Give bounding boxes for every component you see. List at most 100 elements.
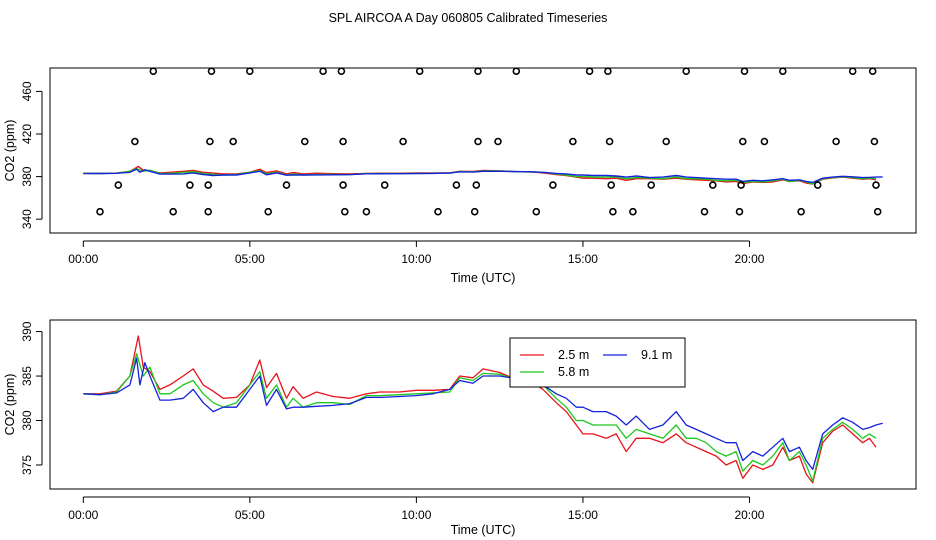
bottom-y-tick-label: 380	[20, 410, 34, 430]
top-data-point	[609, 207, 617, 216]
legend-label-2-5m: 2.5 m	[558, 348, 589, 362]
top-data-point	[474, 67, 482, 75]
top-data-point	[700, 207, 709, 216]
legend-label-5-8m: 5.8 m	[558, 365, 589, 379]
top-data-point	[708, 181, 717, 189]
bottom-x-tick-label: 10:00	[401, 508, 431, 522]
bottom-y-axis: 375 380 385 390	[20, 321, 43, 475]
top-data-point	[339, 137, 347, 146]
top-data-point	[662, 137, 671, 146]
top-data-point	[647, 181, 656, 189]
top-data-point	[797, 207, 805, 216]
top-data-point	[282, 181, 291, 189]
bottom-x-tick-label: 20:00	[734, 508, 764, 522]
bottom-x-tick-label: 15:00	[568, 508, 598, 522]
top-x-tick-label: 20:00	[734, 252, 764, 266]
top-data-point	[848, 67, 857, 75]
top-data-point	[585, 67, 594, 75]
legend-label-9-1m: 9.1 m	[641, 348, 672, 362]
top-data-point	[870, 137, 879, 146]
top-x-tick-label: 00:00	[68, 252, 98, 266]
bottom-series-line-2-5-m	[83, 335, 877, 484]
legend: 2.5 m 5.8 m 9.1 m	[509, 337, 686, 388]
top-data-point	[512, 67, 521, 75]
bottom-plot-frame	[49, 319, 917, 490]
bottom-panel: 00:00 05:00 10:00 15:00 20:00 375 380 385 390 T…	[3, 319, 917, 537]
top-data-point	[207, 67, 216, 75]
top-data-point	[778, 67, 787, 75]
top-data-point	[735, 207, 744, 216]
bottom-y-tick-label: 385	[20, 366, 34, 386]
top-data-point	[452, 181, 461, 189]
top-series-line-9-1-m	[83, 168, 883, 184]
top-y-tick-label: 380	[20, 166, 34, 186]
top-y-axis: 340 380 420 460	[20, 81, 43, 229]
top-data-point	[169, 207, 177, 216]
top-data-point	[131, 137, 139, 146]
top-data-point	[738, 137, 747, 146]
top-x-axis: 00:00 05:00 10:00 15:00 20:00	[68, 240, 765, 266]
top-data-point	[813, 181, 822, 189]
top-data-point	[96, 207, 104, 216]
top-data-point	[832, 137, 840, 146]
top-data-point	[434, 207, 442, 216]
top-data-point	[532, 207, 541, 216]
top-data-point	[204, 207, 212, 216]
top-data-point	[549, 181, 557, 189]
bottom-y-axis-label: CO2 (ppm)	[3, 374, 17, 436]
top-data-point	[740, 67, 749, 75]
top-data-point	[868, 67, 877, 75]
top-data-point	[399, 137, 407, 146]
top-plot-frame	[49, 67, 917, 234]
figure-title: SPL AIRCOA A Day 060805 Calibrated Times…	[329, 11, 608, 25]
top-data-point	[149, 67, 158, 75]
top-data-point	[607, 181, 616, 189]
bottom-y-tick-label: 375	[20, 455, 34, 475]
top-data-point	[186, 181, 194, 189]
top-data-point	[474, 137, 482, 146]
bottom-series-line-9-1-m	[83, 357, 883, 471]
top-panel: 00:00 05:00 10:00 15:00 20:00 340 380 420 460 T…	[3, 67, 917, 285]
bottom-series-line-5-8-m	[83, 353, 877, 482]
top-x-tick-label: 05:00	[235, 252, 265, 266]
top-data-point	[319, 67, 327, 75]
bottom-x-tick-label: 00:00	[68, 508, 98, 522]
top-data-point	[204, 181, 212, 189]
top-data-point	[470, 207, 479, 216]
top-data-point	[337, 67, 346, 75]
top-data-point	[229, 137, 237, 146]
bottom-x-axis-label: Time (UTC)	[451, 523, 516, 537]
top-data-point	[340, 207, 349, 216]
top-y-axis-label: CO2 (ppm)	[3, 120, 17, 182]
legend-box	[509, 337, 686, 388]
top-data-point	[873, 207, 882, 216]
top-data-point	[629, 207, 637, 216]
top-data-point	[604, 67, 612, 75]
top-data-point	[472, 181, 481, 189]
top-points	[96, 67, 882, 216]
top-series-lines	[83, 165, 883, 185]
top-data-point	[114, 181, 123, 189]
top-data-point	[339, 181, 347, 189]
top-data-point	[415, 67, 424, 75]
top-x-axis-label: Time (UTC)	[451, 271, 516, 285]
top-data-point	[264, 207, 273, 216]
top-y-tick-label: 340	[20, 209, 34, 229]
bottom-y-tick-label: 390	[20, 321, 34, 341]
bottom-series-lines	[83, 335, 883, 484]
top-data-point	[605, 137, 614, 146]
top-data-point	[737, 181, 745, 189]
bottom-x-tick-label: 05:00	[235, 508, 265, 522]
top-data-point	[380, 181, 389, 189]
top-data-point	[246, 67, 254, 75]
top-data-point	[494, 137, 502, 146]
top-data-point	[206, 137, 214, 146]
top-x-tick-label: 10:00	[401, 252, 431, 266]
top-data-point	[872, 181, 880, 189]
bottom-x-axis: 00:00 05:00 10:00 15:00 20:00	[68, 496, 765, 522]
top-y-tick-label: 420	[20, 124, 34, 144]
top-data-point	[300, 137, 309, 146]
top-data-point	[362, 207, 371, 216]
top-y-tick-label: 460	[20, 81, 34, 101]
